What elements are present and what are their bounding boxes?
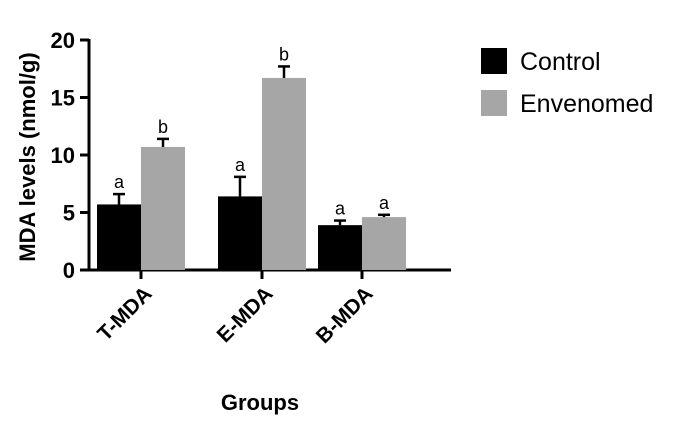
labels: 0 5 10 15 20 T-MDA a b E-MDA a b B-MDA a a xyxy=(51,28,390,348)
legend: Control Envenomed xyxy=(481,48,653,118)
significance-label: a xyxy=(335,199,346,219)
bar xyxy=(318,225,362,270)
significance-label: b xyxy=(279,44,289,64)
y-tick-label: 15 xyxy=(51,86,75,111)
legend-label-envenomed: Envenomed xyxy=(520,90,653,118)
legend-label-control: Control xyxy=(520,48,601,76)
y-tick-label: 20 xyxy=(51,28,75,53)
x-tick-label: B-MDA xyxy=(312,282,378,348)
bar xyxy=(97,204,141,270)
legend-swatch-envenomed xyxy=(481,90,507,116)
significance-label: a xyxy=(379,193,390,213)
x-tick-label: E-MDA xyxy=(213,282,278,347)
y-tick-label: 10 xyxy=(51,143,75,168)
significance-label: a xyxy=(114,172,125,192)
y-axis-title: MDA levels (nmol/g) xyxy=(15,52,40,261)
bar xyxy=(362,217,406,270)
bars xyxy=(97,65,406,270)
bar xyxy=(218,196,262,270)
legend-swatch-control xyxy=(481,48,507,74)
y-tick-label: 5 xyxy=(63,201,75,226)
x-tick-label: T-MDA xyxy=(93,282,156,345)
bar xyxy=(262,77,306,270)
bar xyxy=(141,146,185,270)
significance-label: a xyxy=(235,155,246,175)
x-axis-title: Groups xyxy=(221,390,299,415)
significance-label: b xyxy=(158,117,168,137)
y-tick-label: 0 xyxy=(63,258,75,283)
